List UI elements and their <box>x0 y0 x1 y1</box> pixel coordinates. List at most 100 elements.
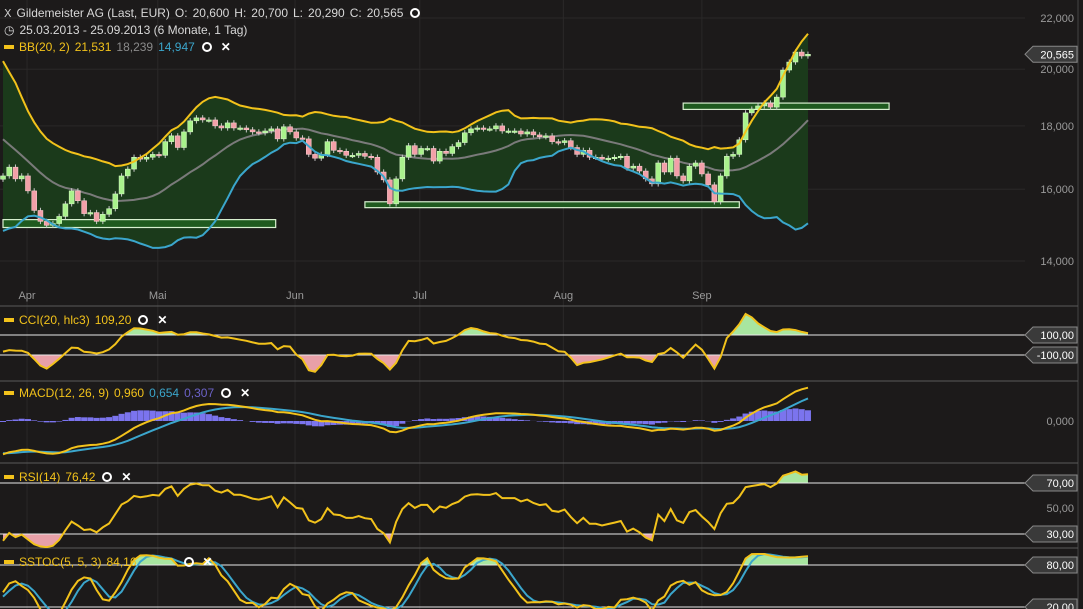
macd-remove-button[interactable]: ✕ <box>238 386 252 400</box>
settings-ring-icon <box>183 557 194 567</box>
sstoc-pane: 80,00 20,00 <box>0 552 1078 609</box>
macd-histogram-bar <box>180 412 187 421</box>
rsi-remove-button[interactable]: ✕ <box>119 470 133 484</box>
bb-settings-button[interactable] <box>200 40 214 54</box>
high-label: H: <box>234 6 247 20</box>
candle-up <box>237 127 243 130</box>
candle-up <box>686 165 693 182</box>
candle-up <box>143 156 150 160</box>
open-value: 20,600 <box>192 6 230 20</box>
time-axis-tick-label: Sep <box>692 290 712 302</box>
bollinger-middle-line <box>2 119 809 203</box>
macd-histogram-bar <box>711 421 718 423</box>
candle-down <box>93 212 100 222</box>
macd-histogram-bar <box>424 418 431 421</box>
close-value: 20,565 <box>366 6 404 20</box>
macd-histogram-bar <box>655 421 662 424</box>
candle-down <box>624 156 630 169</box>
cci-settings-button[interactable] <box>136 313 150 327</box>
macd-histogram-bar <box>698 420 705 421</box>
candle-up <box>505 130 512 133</box>
macd-zero-label: 0,000 <box>1046 416 1074 428</box>
bollinger-upper-line <box>2 33 809 168</box>
candle-up <box>68 190 75 205</box>
candle-up <box>87 212 94 215</box>
macd-histogram-bar <box>112 415 119 421</box>
macd-histogram-bar <box>330 421 337 425</box>
macd-histogram-bar <box>280 421 287 424</box>
candle-down <box>499 125 505 132</box>
candle-down <box>199 117 206 121</box>
macd-histogram-bar <box>786 409 793 421</box>
grid-lines <box>0 0 1025 609</box>
macd-histogram-bar <box>723 419 730 421</box>
bb-remove-button[interactable]: ✕ <box>219 40 233 54</box>
price-axis-tick-label: 14,000 <box>1040 256 1074 268</box>
candle-down <box>480 127 487 130</box>
candle-down <box>293 131 300 139</box>
sstoc-settings-button[interactable] <box>182 555 196 569</box>
candle-down <box>249 129 256 133</box>
macd-histogram-bar <box>717 421 724 422</box>
macd-histogram-bar <box>255 421 262 423</box>
macd-histogram-bar <box>324 421 331 426</box>
instrument-settings-button[interactable] <box>408 6 422 20</box>
candle-up <box>324 141 331 155</box>
candle-down <box>12 166 19 180</box>
macd-histogram-bar <box>661 421 668 423</box>
macd-histogram-bar <box>212 415 219 421</box>
candle-down <box>256 131 262 134</box>
macd-histogram-value: 0,307 <box>184 386 215 400</box>
macd-settings-button[interactable] <box>219 386 233 400</box>
candle-down <box>530 131 537 136</box>
sstoc-remove-button[interactable]: ✕ <box>201 555 215 569</box>
macd-histogram-bar <box>106 417 113 421</box>
candle-down <box>231 122 237 129</box>
macd-histogram-bar <box>642 421 649 425</box>
macd-histogram-bar <box>561 421 568 423</box>
macd-histogram-bar <box>804 410 811 421</box>
candle-up <box>281 126 287 140</box>
macd-histogram-bar <box>648 421 655 425</box>
macd-histogram-bar <box>249 421 256 422</box>
candle-up <box>717 175 724 203</box>
support-resistance-zone <box>2 219 277 229</box>
macd-histogram-bar <box>393 421 400 427</box>
candle-down <box>798 51 805 57</box>
rsi-level-30: 30,00 <box>1046 529 1074 541</box>
time-axis-tick-label: Aug <box>554 290 574 302</box>
candle-up <box>181 131 187 148</box>
macd-histogram-bar <box>24 419 31 421</box>
close-label: C: <box>349 6 362 20</box>
candle-up <box>418 148 424 155</box>
macd-histogram-bar <box>567 421 574 424</box>
low-label: L: <box>293 6 304 20</box>
macd-histogram-bar <box>287 421 294 424</box>
sstoc-value: 84,16 <box>106 555 137 569</box>
candle-up <box>187 120 193 133</box>
rsi-swatch <box>4 475 14 479</box>
macd-histogram-bar <box>193 412 200 421</box>
candle-up <box>268 128 275 132</box>
rsi-level-70-box <box>1024 474 1078 492</box>
macd-signal-line <box>2 397 809 455</box>
macd-histogram-bar <box>499 417 506 421</box>
cci-level-minus-100-box <box>1024 346 1078 364</box>
settings-ring-icon <box>102 472 113 482</box>
cci-label: CCI(20, hlc3) <box>19 313 90 327</box>
time-axis-tick-label: Jul <box>413 290 427 302</box>
rsi-settings-button[interactable] <box>100 470 114 484</box>
macd-legend: MACD(12, 26, 9) 0,960 0,654 0,307 ✕ <box>4 386 252 400</box>
candle-up <box>805 54 811 57</box>
candle-down <box>705 173 711 186</box>
candle-up <box>449 146 456 154</box>
macd-histogram-bar <box>274 421 281 424</box>
candle-down <box>174 135 181 148</box>
candle-up <box>125 168 131 177</box>
cci-remove-button[interactable]: ✕ <box>155 313 169 327</box>
macd-histogram-bar <box>218 417 225 421</box>
macd-histogram-bar <box>137 410 144 421</box>
candle-up <box>511 130 518 133</box>
sstoc-level-20: 20,00 <box>1046 602 1074 609</box>
